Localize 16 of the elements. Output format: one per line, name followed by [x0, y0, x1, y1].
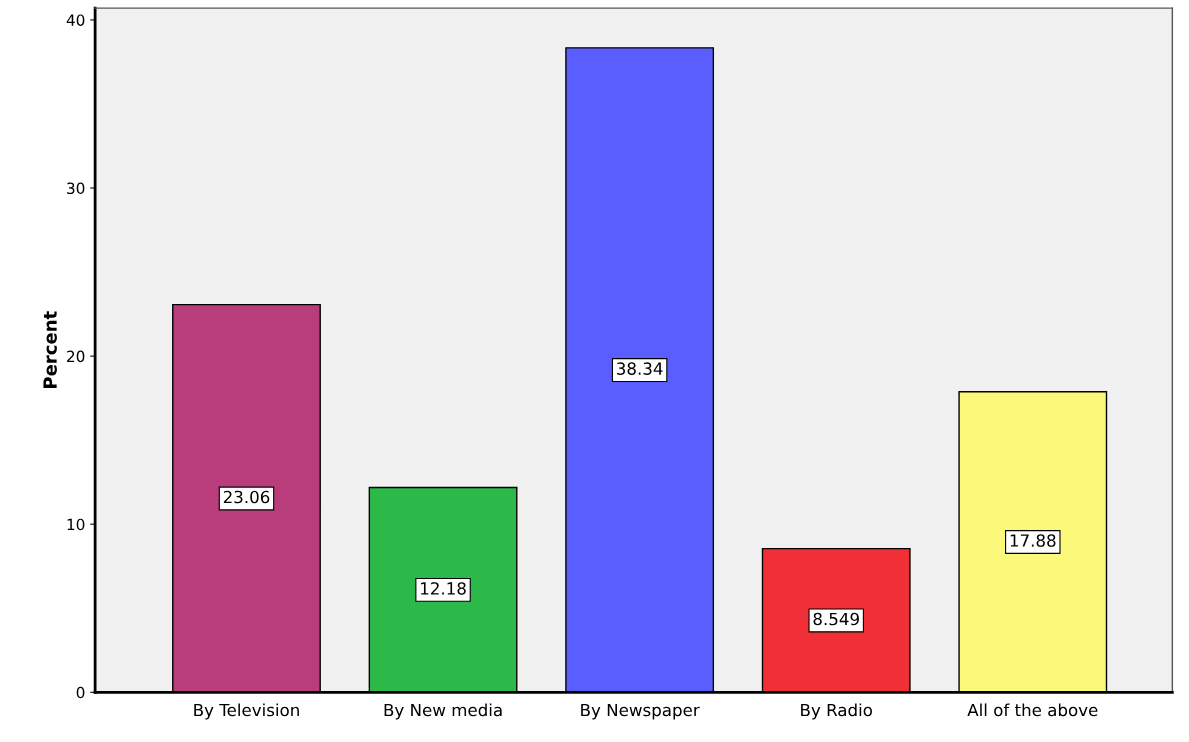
- x-tick-label: By New media: [384, 703, 502, 720]
- y-tick-label: 30: [67, 182, 85, 195]
- x-tick-label: By Newspaper: [581, 703, 700, 720]
- y-axis-title: Percent: [43, 311, 57, 388]
- y-tick-label: 40: [66, 14, 85, 26]
- x-tick-label: By Television: [194, 703, 299, 720]
- data-label: 12.18: [421, 582, 466, 595]
- data-label: 38.34: [617, 362, 663, 375]
- y-tick-label: 20: [67, 350, 85, 363]
- x-tick-label: By Radio: [801, 703, 873, 720]
- y-tick-label: 10: [67, 518, 85, 531]
- data-label: 17.88: [1010, 534, 1056, 547]
- data-label: 23.06: [223, 490, 270, 504]
- y-tick-label: 0: [76, 686, 85, 699]
- data-label: 8.549: [813, 612, 859, 626]
- x-tick-label: All of the above: [967, 703, 1098, 717]
